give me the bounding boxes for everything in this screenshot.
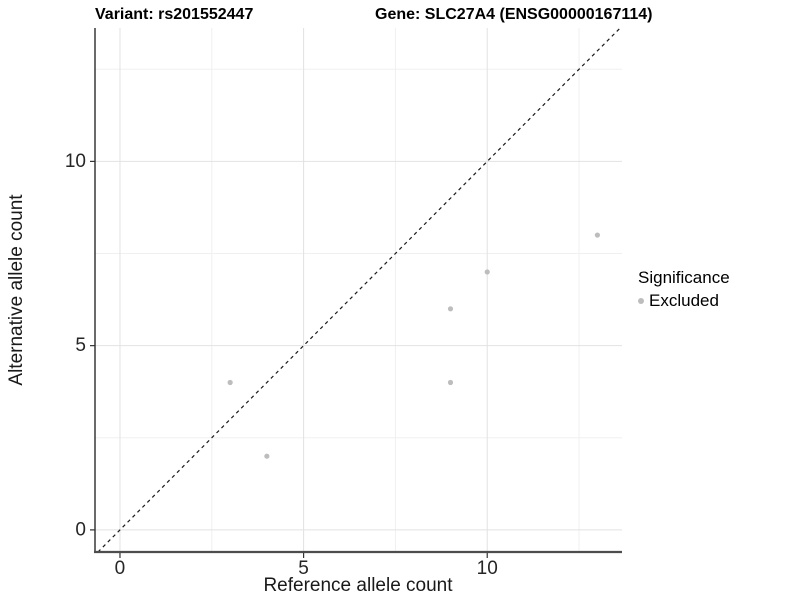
axis-lines [94, 28, 622, 554]
legend-item-label: Excluded [649, 291, 719, 310]
data-point [227, 379, 233, 386]
axis-ticks: 0 5 10 0 5 10 [65, 151, 498, 579]
data-point [447, 306, 454, 312]
legend: Significance Excluded [638, 268, 730, 311]
identity-line-group [97, 27, 621, 553]
x-tick-label: 5 [298, 558, 309, 579]
data-point [594, 232, 600, 238]
legend-title: Significance [638, 268, 730, 287]
x-tick-label: 10 [477, 558, 498, 579]
y-axis-label: Alternative allele count [6, 194, 27, 386]
legend-point-marker [638, 298, 644, 304]
data-point [447, 379, 454, 386]
y-tick-label: 0 [75, 519, 86, 540]
minor-gridlines [95, 28, 622, 552]
data-point [264, 453, 270, 459]
identity-line [97, 27, 621, 553]
plot-title-variant: Variant: rs201552447 [95, 6, 254, 23]
x-axis-label: Reference allele count [263, 575, 453, 596]
data-points-excluded [227, 232, 600, 459]
y-tick-label: 10 [65, 151, 86, 172]
legend-item-excluded: Excluded [638, 291, 730, 311]
plot-title-gene: Gene: SLC27A4 (ENSG00000167114) [375, 6, 653, 23]
x-tick-label: 0 [115, 558, 126, 579]
major-gridlines [95, 28, 622, 552]
y-tick-label: 5 [75, 335, 86, 356]
data-point [484, 269, 490, 275]
